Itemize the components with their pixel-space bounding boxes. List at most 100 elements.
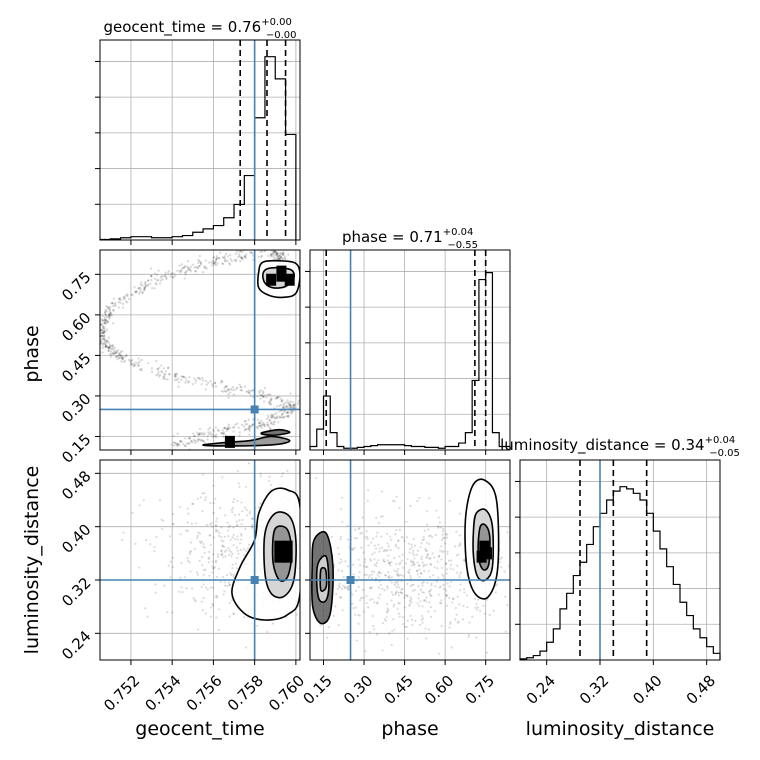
background-layer (100, 40, 720, 660)
scatter-point (399, 591, 402, 594)
scatter-group-geocent-time-phase (100, 250, 300, 450)
scatter-point (191, 383, 194, 386)
scatter-point (223, 581, 226, 584)
scatter-point (162, 519, 165, 522)
scatter-point (388, 632, 391, 635)
x-tick-label-phase: 0.30 (340, 672, 376, 708)
scatter-point (232, 533, 235, 536)
scatter-point (211, 586, 214, 589)
scatter-point (388, 574, 391, 578)
scatter-point (104, 344, 108, 347)
scatter-point (134, 542, 137, 546)
scatter-point (409, 614, 412, 617)
scatter-point (203, 551, 206, 554)
scatter-point (301, 533, 303, 535)
scatter-point (251, 517, 254, 520)
scatter-point (377, 575, 381, 578)
scatter-point (143, 286, 146, 290)
scatter-point (400, 591, 403, 595)
scatter-point (244, 423, 247, 426)
scatter-point (400, 535, 403, 538)
scatter-point (231, 388, 234, 391)
scatter-point (413, 544, 417, 547)
scatter-point (151, 286, 154, 290)
scatter-point (211, 525, 214, 528)
scatter-point (286, 415, 290, 418)
scatter-point (237, 253, 240, 256)
scatter-point (395, 545, 398, 548)
scatter-point (403, 539, 406, 542)
scatter-point (114, 351, 117, 355)
scatter-point (108, 316, 111, 319)
scatter-point (228, 263, 232, 266)
scatter-point (162, 375, 166, 378)
density-block (282, 550, 293, 563)
scatter-point (227, 396, 230, 399)
scatter-point (103, 326, 106, 329)
scatter-point (344, 560, 347, 563)
scatter-point (103, 340, 107, 343)
scatter-point (390, 591, 393, 594)
scatter-point (107, 345, 110, 348)
scatter-point (372, 624, 375, 628)
scatter-point (104, 343, 107, 346)
scatter-point (236, 499, 239, 503)
scatter-point (249, 427, 252, 430)
scatter-point (305, 572, 307, 574)
scatter-point (143, 286, 146, 289)
scatter-point (289, 404, 293, 407)
scatter-point (437, 526, 440, 529)
scatter-point (270, 397, 273, 400)
x-tick-label-phase: 0.60 (421, 672, 457, 708)
scatter-point (276, 255, 279, 258)
scatter-point (231, 536, 234, 539)
scatter-point (246, 547, 250, 550)
scatter-point (347, 584, 351, 588)
scatter-point (358, 614, 361, 617)
scatter-point (223, 257, 227, 260)
scatter-point (189, 270, 192, 273)
scatter-point (259, 394, 262, 397)
scatter-point (193, 266, 196, 269)
xlabel-luminosity-distance: luminosity_distance (526, 718, 715, 740)
scatter-point (283, 255, 287, 258)
scatter-point (150, 370, 154, 373)
scatter-point (369, 559, 373, 562)
scatter-point (134, 291, 137, 294)
scatter-point (103, 329, 107, 332)
scatter-point (450, 580, 453, 584)
scatter-point (186, 559, 190, 563)
scatter-point (279, 255, 282, 258)
scatter-point (215, 436, 218, 439)
scatter-point (243, 420, 246, 423)
scatter-point (232, 573, 235, 576)
scatter-point (393, 628, 396, 631)
scatter-point (475, 602, 478, 606)
scatter-point (238, 431, 241, 434)
scatter-point (235, 524, 238, 527)
scatter-point (238, 383, 241, 386)
scatter-point (227, 428, 230, 431)
scatter-point (102, 331, 106, 335)
scatter-point (235, 250, 239, 253)
scatter-point (123, 355, 126, 358)
scatter-point (222, 432, 225, 435)
scatter-point (198, 540, 201, 543)
scatter-point (171, 512, 175, 516)
scatter-point (196, 534, 199, 537)
scatter-point (232, 575, 235, 578)
scatter-point (285, 405, 288, 408)
scatter-point (105, 344, 108, 347)
scatter-point (186, 529, 189, 533)
scatter-point (191, 502, 194, 506)
density-block (274, 540, 285, 553)
scatter-point (238, 254, 241, 258)
scatter-point (377, 571, 381, 574)
scatter-point (344, 587, 347, 590)
scatter-point (180, 440, 184, 443)
scatter-point (286, 469, 289, 472)
scatter-point (373, 563, 376, 566)
scatter-point (209, 426, 212, 429)
scatter-point (425, 523, 429, 526)
scatter-point (223, 590, 226, 593)
